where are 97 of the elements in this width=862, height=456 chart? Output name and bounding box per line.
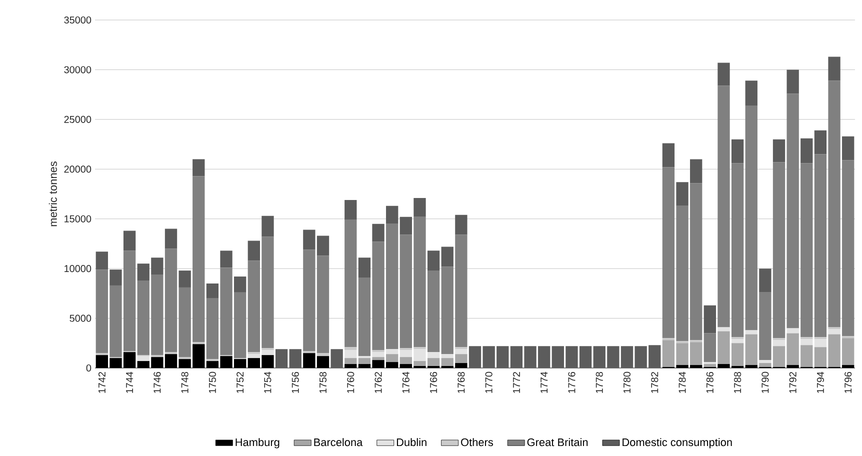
bar [400, 216, 412, 235]
bar [178, 270, 191, 288]
bar [427, 250, 440, 271]
bar [772, 139, 786, 162]
x-tick-label: 1782 [651, 372, 658, 393]
bar [455, 349, 468, 354]
x-tick-label: 1794 [816, 372, 824, 393]
x-tick-label: 1776 [568, 372, 576, 393]
bar [704, 364, 716, 368]
bar [786, 328, 799, 334]
bar [262, 216, 274, 237]
y-tick-label: 0 [86, 364, 92, 372]
bar [137, 356, 150, 362]
bar [220, 250, 232, 268]
x-tick-label: 1746 [154, 372, 161, 393]
bar [704, 305, 716, 334]
y-tick-label: 30000 [64, 66, 92, 74]
bar [800, 339, 813, 346]
legend-label: Great Britain [527, 438, 588, 446]
bar [358, 258, 371, 278]
legend-label: Hamburg [236, 438, 280, 448]
bar [745, 80, 758, 106]
bar [731, 339, 744, 344]
bar [248, 240, 260, 261]
x-tick-label: 1778 [596, 372, 603, 393]
bar [386, 206, 398, 224]
bar [96, 252, 108, 270]
x-tick-label: 1762 [374, 372, 382, 393]
bar [206, 283, 219, 298]
bar [786, 70, 799, 94]
bar [344, 358, 357, 364]
x-tick-label: 1756 [292, 372, 299, 393]
legend-label: Barcelona [314, 438, 363, 446]
bar [455, 214, 468, 235]
bar [814, 339, 827, 348]
x-tick-label: 1744 [126, 372, 133, 393]
y-tick-label: 35000 [64, 16, 92, 24]
y-tick-label: 20000 [64, 166, 92, 173]
bar [759, 360, 772, 364]
legend-label: Domestic consumption [622, 438, 732, 448]
bar [731, 139, 744, 164]
bar [828, 329, 840, 334]
bar [123, 230, 136, 251]
bar [316, 353, 330, 356]
bar [772, 340, 786, 346]
bar [344, 347, 357, 350]
bar [441, 246, 454, 267]
bar [800, 138, 813, 164]
bar [344, 200, 357, 220]
legend-label: Dublin [396, 438, 426, 446]
bar [745, 330, 758, 334]
bar [441, 354, 454, 358]
x-tick-label: 1786 [706, 372, 714, 393]
bar [192, 159, 205, 176]
x-tick-label: 1780 [623, 372, 631, 393]
x-tick-label: 1788 [734, 372, 742, 393]
x-tick-label: 1748 [181, 372, 188, 393]
x-tick-label: 1766 [430, 372, 438, 393]
bar [718, 62, 730, 86]
x-tick-label: 1754 [264, 372, 272, 393]
x-tick-label: 1784 [678, 372, 686, 393]
bar [814, 130, 827, 154]
x-tick-label: 1796 [844, 372, 852, 393]
bar [289, 349, 302, 368]
x-tick-label: 1792 [789, 372, 796, 393]
bar [372, 224, 384, 242]
x-tick-label: 1742 [98, 372, 106, 393]
x-tick-label: 1774 [540, 372, 548, 393]
x-tick-label: 1790 [762, 372, 769, 393]
y-tick-label: 10000 [64, 265, 92, 272]
bar [234, 276, 246, 292]
y-tick-label: 5000 [70, 314, 92, 322]
x-tick-label: 1764 [402, 372, 410, 393]
x-tick-label: 1758 [319, 372, 327, 393]
y-axis-title: metric tonnes [48, 162, 57, 226]
x-tick-label: 1768 [458, 372, 465, 393]
bar [759, 268, 772, 292]
y-tick-label: 15000 [64, 215, 92, 222]
bar [164, 228, 178, 249]
legend-label: Others [461, 438, 493, 446]
y-tick-label: 25000 [64, 116, 92, 123]
x-tick-label: 1760 [347, 372, 354, 393]
bar [330, 349, 343, 368]
bar [828, 56, 840, 81]
bar [662, 143, 675, 168]
bar [718, 327, 730, 332]
bar [842, 136, 854, 160]
x-tick-label: 1750 [208, 372, 216, 393]
bar [344, 220, 357, 348]
x-tick-label: 1772 [512, 372, 520, 393]
x-tick-label: 1770 [485, 372, 492, 393]
bar [110, 270, 122, 286]
bar [414, 198, 426, 217]
bar [275, 349, 288, 368]
x-tick-label: 1752 [236, 372, 244, 393]
bar [344, 350, 357, 358]
bar [704, 333, 716, 362]
